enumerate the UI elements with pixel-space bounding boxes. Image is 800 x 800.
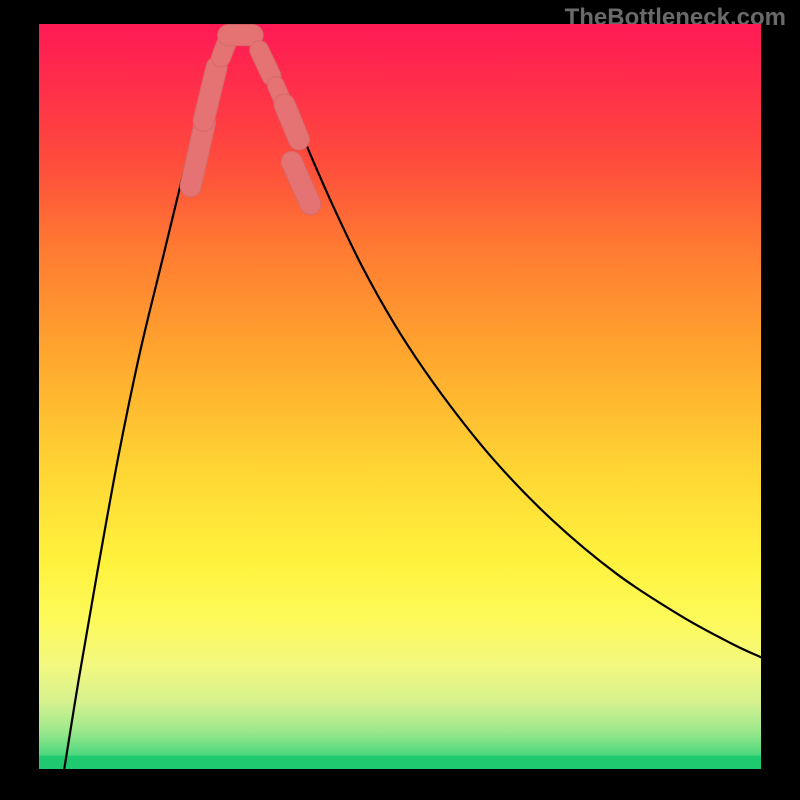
- data-marker: [204, 67, 217, 121]
- chart-frame: TheBottleneck.com: [0, 0, 800, 800]
- data-marker: [284, 104, 298, 139]
- baseline-strip: [39, 756, 761, 769]
- gradient-background: [39, 24, 761, 769]
- data-marker: [191, 122, 205, 186]
- data-marker: [259, 50, 271, 76]
- plot-svg: [39, 24, 761, 769]
- plot-area: [39, 24, 761, 769]
